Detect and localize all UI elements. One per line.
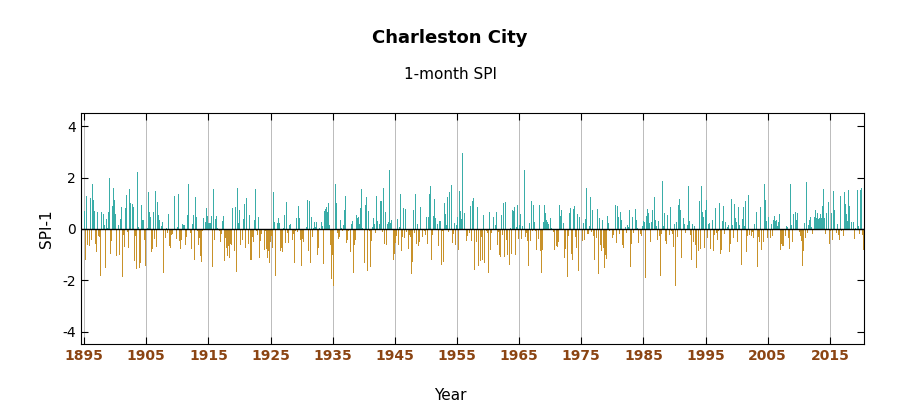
Text: Year: Year [434,388,466,403]
Y-axis label: SPI-1: SPI-1 [40,210,54,248]
Text: 1-month SPI: 1-month SPI [403,67,497,82]
Text: Charleston City: Charleston City [373,29,527,47]
